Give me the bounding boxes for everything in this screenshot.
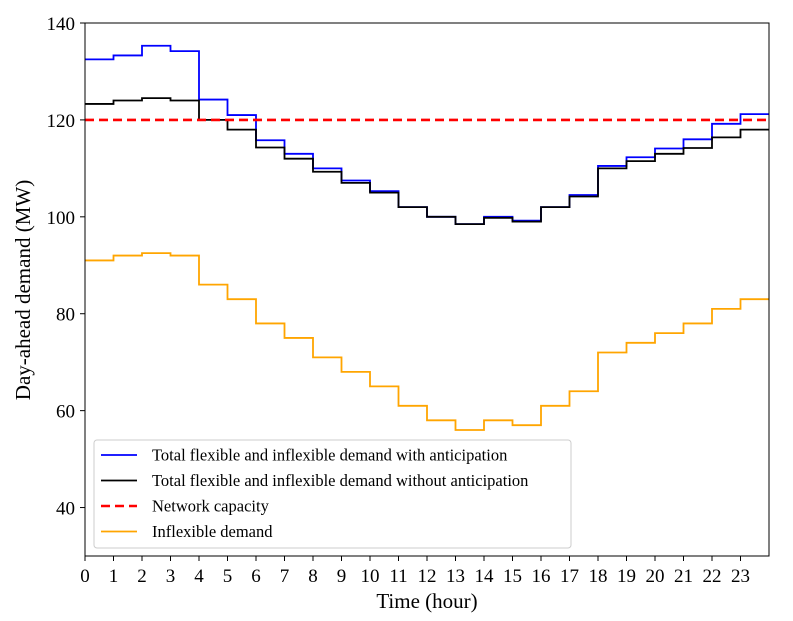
series-layer (85, 44, 769, 431)
x-axis-title: Time (hour) (376, 589, 477, 613)
x-tick-label: 18 (589, 566, 608, 587)
y-tick-label: 40 (56, 499, 75, 520)
x-axis: 0 1 2 3 4 5 6 7 8 9 10 11 12 13 14 15 16 17 18 19 20 21 22 23 (80, 556, 750, 587)
legend-label: Total flexible and inflexible demand wit… (152, 446, 507, 465)
legend-box (93, 439, 572, 549)
x-tick-label: 15 (503, 566, 522, 587)
x-tick-label: 5 (223, 566, 233, 587)
legend-label: Total flexible and inflexible demand wit… (152, 471, 528, 490)
x-tick-label: 8 (308, 566, 318, 587)
x-tick-label: 3 (166, 566, 176, 587)
x-tick-label: 19 (617, 566, 636, 587)
x-tick-label: 1 (109, 566, 119, 587)
x-tick-label: 4 (194, 566, 204, 587)
x-tick-label: 0 (80, 566, 90, 587)
x-tick-label: 20 (646, 566, 665, 587)
x-tick-label: 16 (532, 566, 551, 587)
x-tick-label: 11 (389, 566, 407, 587)
x-tick-label: 7 (280, 566, 290, 587)
y-tick-label: 100 (47, 208, 76, 229)
x-tick-label: 22 (703, 566, 722, 587)
x-tick-label: 9 (337, 566, 347, 587)
series-line-2 (85, 97, 769, 225)
y-tick-label: 140 (47, 14, 76, 35)
x-tick-label: 10 (361, 566, 380, 587)
x-tick-label: 23 (731, 566, 750, 587)
x-tick-label: 17 (560, 566, 579, 587)
y-axis: 40 60 80 100 120 140 (47, 14, 85, 520)
x-tick-label: 2 (137, 566, 147, 587)
x-tick-label: 12 (418, 566, 437, 587)
legend-label: Inflexible demand (152, 522, 273, 541)
x-tick-label: 13 (446, 566, 465, 587)
series-line-4 (85, 252, 769, 431)
y-tick-label: 120 (47, 111, 76, 132)
x-tick-label: 14 (475, 566, 495, 587)
legend: Total flexible and inflexible demand wit… (93, 439, 572, 549)
y-tick-label: 80 (56, 305, 75, 326)
legend-label: Network capacity (152, 497, 270, 516)
y-axis-title: Day-ahead demand (MW) (11, 180, 35, 400)
x-tick-label: 6 (251, 566, 261, 587)
y-tick-label: 60 (56, 402, 75, 423)
x-tick-label: 21 (674, 566, 693, 587)
